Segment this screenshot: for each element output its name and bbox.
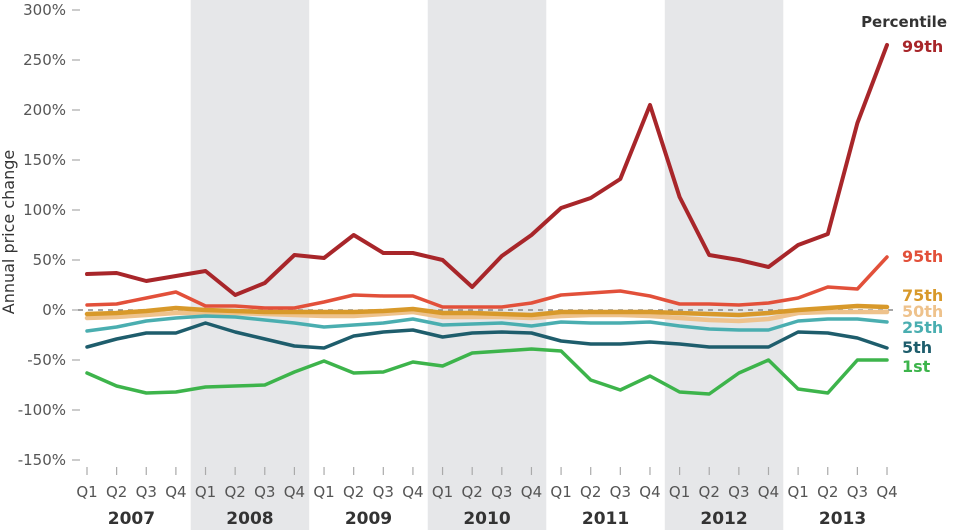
x-tick-label: Q4 xyxy=(876,483,897,501)
y-tick-label: 200% xyxy=(23,101,66,119)
x-tick-label: Q2 xyxy=(817,483,838,501)
series-label-5th: 5th xyxy=(902,338,932,357)
y-tick-label: 300% xyxy=(23,1,66,19)
year-bands xyxy=(190,0,784,530)
y-tick-label: -50% xyxy=(27,351,66,369)
x-axis: Q1 Q2 Q3 Q4 Q1 Q2 Q3 Q4 Q1 Q2 Q3 Q4 Q1 Q2 Q3 Q4 Q1 Q2 Q3 Q4… xyxy=(76,467,898,529)
series-label-95th: 95th xyxy=(902,247,943,266)
x-tick-label: Q4 xyxy=(639,483,660,501)
x-tick-label: Q1 xyxy=(313,483,334,501)
y-tick-label: -150% xyxy=(18,451,66,469)
x-tick-label: Q3 xyxy=(254,483,275,501)
x-tick-label: Q1 xyxy=(432,483,453,501)
y-axis: 300% 250% 200% 150% 100% 50% 0% -50% -100% -150% xyxy=(18,1,80,469)
legend-title: Percentile xyxy=(861,13,947,31)
x-tick-label: Q1 xyxy=(550,483,571,501)
series-label-99th: 99th xyxy=(902,37,943,56)
x-tick-label: Q2 xyxy=(462,483,483,501)
year-label: 2013 xyxy=(819,509,866,529)
y-tick-label: 250% xyxy=(23,51,66,69)
y-tick-label: 50% xyxy=(33,251,66,269)
x-tick-label: Q4 xyxy=(402,483,423,501)
year-label: 2010 xyxy=(463,509,510,529)
x-tick-label: Q3 xyxy=(136,483,157,501)
x-tick-label: Q4 xyxy=(165,483,186,501)
x-tick-label: Q1 xyxy=(76,483,97,501)
x-tick-label: Q3 xyxy=(728,483,749,501)
year-band-2008 xyxy=(190,0,310,530)
x-tick-label: Q2 xyxy=(224,483,245,501)
series-line-1st xyxy=(85,347,889,396)
x-tick-label: Q2 xyxy=(343,483,364,501)
series-line-99th xyxy=(85,43,889,297)
x-tick-label: Q1 xyxy=(195,483,216,501)
x-tick-label: Q2 xyxy=(580,483,601,501)
series-lines xyxy=(84,43,890,396)
series-label-1st: 1st xyxy=(902,357,931,376)
series-line-5th xyxy=(85,321,889,350)
year-label: 2008 xyxy=(226,509,273,529)
series-line-50th xyxy=(84,309,890,324)
year-label: 2011 xyxy=(582,509,629,529)
series-label-75th: 75th xyxy=(902,286,943,305)
series-line-75th xyxy=(84,303,890,318)
x-tick-label: Q3 xyxy=(491,483,512,501)
x-tick-label: Q2 xyxy=(106,483,127,501)
y-tick-label: -100% xyxy=(18,401,66,419)
x-tick-label: Q4 xyxy=(284,483,305,501)
x-tick-label: Q4 xyxy=(521,483,542,501)
x-tick-label: Q3 xyxy=(847,483,868,501)
x-tick-label: Q4 xyxy=(758,483,779,501)
year-label: 2009 xyxy=(345,509,392,529)
series-line-25th xyxy=(85,314,889,333)
x-tick-label: Q2 xyxy=(699,483,720,501)
x-tick-label: Q3 xyxy=(373,483,394,501)
year-label: 2012 xyxy=(700,509,747,529)
year-label: 2007 xyxy=(108,509,155,529)
y-axis-title: Annual price change xyxy=(0,150,18,315)
y-tick-label: 100% xyxy=(23,201,66,219)
series-label-50th: 50th xyxy=(902,302,943,321)
x-tick-label: Q3 xyxy=(610,483,631,501)
x-tick-label: Q1 xyxy=(669,483,690,501)
y-tick-label: 150% xyxy=(23,151,66,169)
y-tick-label: 0% xyxy=(42,301,66,319)
series-line-95th xyxy=(85,255,889,310)
series-label-25th: 25th xyxy=(902,318,943,337)
x-tick-label: Q1 xyxy=(787,483,808,501)
